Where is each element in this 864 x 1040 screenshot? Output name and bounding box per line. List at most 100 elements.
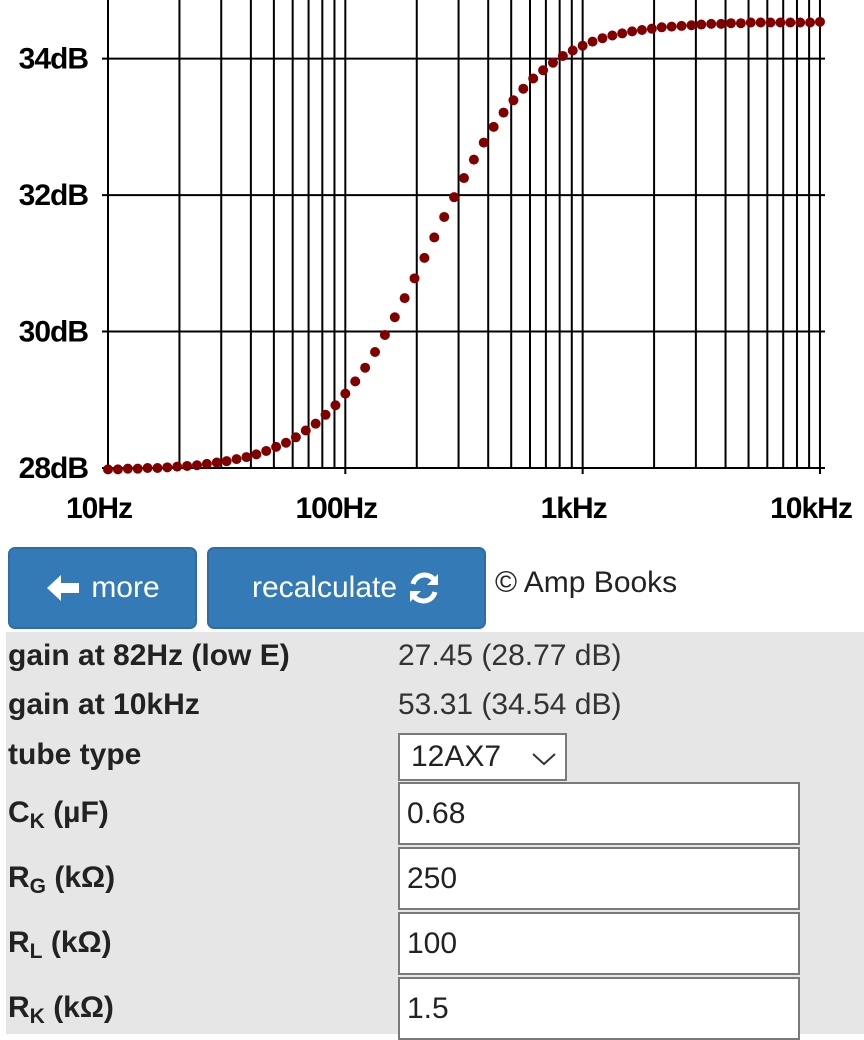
y-tick-label: 34dB bbox=[19, 43, 89, 76]
data-point bbox=[587, 36, 598, 47]
data-point bbox=[696, 19, 707, 30]
field-label: tube type bbox=[8, 738, 142, 771]
y-tick-label: 30dB bbox=[19, 315, 89, 348]
data-point bbox=[360, 362, 371, 373]
button-label: recalculate bbox=[251, 571, 398, 604]
data-point bbox=[201, 458, 212, 469]
label-unit: (kΩ) bbox=[50, 926, 112, 959]
input-value: 100 bbox=[407, 926, 458, 960]
y-tick-label: 28dB bbox=[19, 452, 89, 485]
data-point bbox=[765, 17, 776, 28]
data-point bbox=[241, 452, 252, 463]
data-point bbox=[547, 57, 558, 68]
data-point bbox=[330, 400, 341, 411]
number-input[interactable]: 250 bbox=[398, 847, 800, 910]
data-point bbox=[290, 432, 301, 443]
data-point bbox=[449, 192, 460, 203]
label-symbol: R bbox=[8, 861, 30, 894]
data-point bbox=[636, 25, 647, 36]
more-button[interactable]: more bbox=[8, 547, 197, 629]
tube-select[interactable]: 12AX7 bbox=[398, 733, 567, 781]
label-symbol: C bbox=[8, 796, 30, 829]
data-point bbox=[191, 460, 202, 471]
data-point bbox=[320, 409, 331, 420]
data-point bbox=[162, 462, 173, 473]
y-tick-label: 32dB bbox=[19, 179, 89, 212]
data-point bbox=[271, 441, 282, 452]
data-point bbox=[814, 16, 825, 27]
field-label: RG (kΩ) bbox=[8, 861, 115, 899]
label-unit: (kΩ) bbox=[53, 991, 114, 1024]
data-point bbox=[221, 456, 232, 467]
label-subscript: K bbox=[29, 810, 45, 833]
data-point bbox=[152, 463, 163, 473]
data-point bbox=[300, 425, 311, 436]
data-point bbox=[310, 418, 321, 429]
data-point bbox=[112, 464, 123, 475]
data-point bbox=[735, 18, 746, 29]
field-label: RL (kΩ) bbox=[8, 926, 112, 964]
x-tick-label: 1kHz bbox=[541, 492, 607, 525]
label-unit: (kΩ) bbox=[54, 861, 116, 894]
data-point bbox=[340, 388, 351, 399]
data-point bbox=[419, 252, 430, 263]
data-point bbox=[478, 137, 489, 148]
input-value: 1.5 bbox=[407, 991, 449, 1025]
arrow-icon bbox=[47, 575, 80, 601]
chevron-icon bbox=[532, 753, 556, 766]
recalculate-button[interactable]: recalculate bbox=[207, 547, 486, 629]
data-point bbox=[122, 463, 133, 474]
data-point bbox=[379, 329, 390, 340]
data-point bbox=[231, 454, 242, 465]
data-point bbox=[567, 45, 578, 56]
data-point bbox=[706, 18, 717, 29]
data-point bbox=[409, 273, 420, 284]
data-point bbox=[280, 437, 291, 448]
refresh-icon bbox=[410, 572, 439, 604]
label-subscript: L bbox=[29, 940, 43, 963]
data-point bbox=[518, 83, 529, 94]
result-label: gain at 82Hz (low E) bbox=[8, 639, 290, 672]
data-point bbox=[182, 460, 193, 471]
data-point bbox=[795, 17, 806, 28]
x-tick-label: 10Hz bbox=[66, 492, 132, 525]
field-label: RK (kΩ) bbox=[8, 991, 114, 1029]
data-point bbox=[488, 121, 499, 132]
data-point bbox=[350, 376, 361, 387]
x-tick-label: 10kHz bbox=[770, 492, 852, 525]
data-point bbox=[755, 17, 766, 28]
data-point bbox=[745, 17, 756, 28]
result-value: 27.45 (28.77 dB) bbox=[398, 639, 622, 672]
data-point bbox=[656, 22, 667, 33]
label-unit: (µF) bbox=[53, 796, 109, 829]
data-point bbox=[686, 20, 697, 31]
copyright: © Amp Books bbox=[495, 566, 678, 599]
data-point bbox=[725, 18, 736, 29]
label-subscript: G bbox=[29, 875, 47, 898]
data-point bbox=[597, 33, 608, 44]
data-point bbox=[508, 95, 519, 106]
data-point bbox=[458, 173, 469, 184]
data-point bbox=[251, 449, 262, 460]
data-point bbox=[399, 293, 410, 304]
number-input[interactable]: 100 bbox=[398, 912, 800, 975]
data-point bbox=[617, 28, 628, 39]
data-point bbox=[577, 40, 588, 51]
result-label: gain at 10kHz bbox=[8, 688, 200, 721]
data-point bbox=[676, 20, 687, 31]
number-input[interactable]: 0.68 bbox=[398, 782, 800, 845]
label-symbol: R bbox=[8, 991, 30, 1024]
number-input[interactable]: 1.5 bbox=[398, 977, 800, 1040]
input-value: 250 bbox=[407, 861, 458, 895]
data-point bbox=[370, 347, 381, 358]
data-point bbox=[498, 107, 509, 118]
data-point bbox=[716, 18, 727, 29]
label-symbol: R bbox=[8, 926, 30, 959]
data-point bbox=[646, 23, 657, 34]
data-point bbox=[805, 17, 816, 28]
data-point bbox=[557, 50, 568, 61]
data-point bbox=[627, 26, 638, 37]
data-point bbox=[429, 232, 440, 243]
